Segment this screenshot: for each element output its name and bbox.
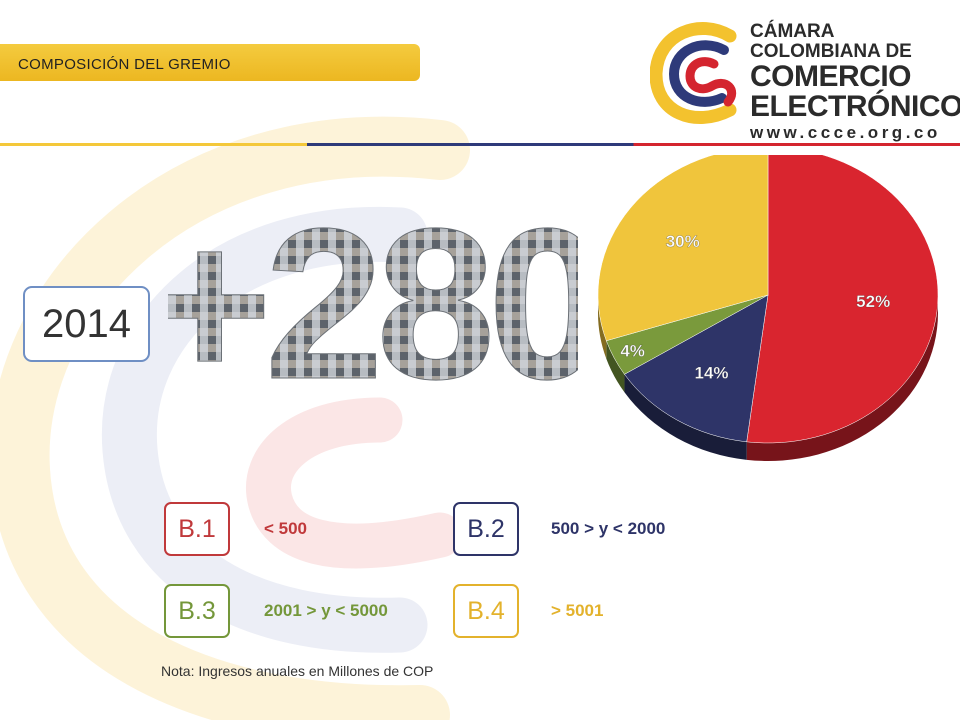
pie-side-b1 [746,295,938,461]
year-label: 2014 [42,301,131,346]
pie-side-b3 [606,340,625,393]
legend-range-b2: 500 > y < 2000 [551,519,666,538]
section-header: COMPOSICIÓN DEL GREMIO [0,44,420,81]
logo-line-3: COMERCIO [750,60,911,93]
logo-wordmark: CÁMARA COLOMBIANA DE COMERCIO ELECTRÓNIC… [750,22,960,141]
pie-slice-b1 [746,155,939,444]
legend-range-b1: < 500 [264,519,308,538]
logo-line-4: ELECTRÓNICO [750,90,960,123]
pie-side-b2 [624,374,747,460]
logo-line-2: COLOMBIANA DE [750,41,912,62]
legend-badge-b2-label: B.2 [467,514,505,543]
logo-line-1: CÁMARA [750,21,835,42]
logo-url: www.ccce.org.co [750,123,941,142]
footnote: Nota: Ingresos anuales en Millones de CO… [161,663,434,679]
pie-label-b1: 52% [856,292,890,311]
pie-chart: 52% 14% 4% 30% [597,155,939,461]
legend-badge-b3-label: B.3 [178,596,216,625]
tricolor-divider [0,143,960,146]
legend-range-b4: > 5001 [551,601,604,620]
legend-badge-b4-label: B.4 [467,596,505,625]
ccce-logo: CÁMARA COLOMBIANA DE COMERCIO ELECTRÓNIC… [650,18,960,141]
pie-side-b4 [598,295,607,359]
legend-badge-b3: B.3 [164,584,230,638]
pie-label-b4: 30% [666,232,700,251]
members-count-graphic: +280 [168,200,578,400]
pie-label-b2: 14% [695,363,729,382]
legend-badge-b4: B.4 [453,584,519,638]
pie-slice-b2 [624,294,769,443]
legend-badge-b1: B.1 [164,502,230,556]
legend-range-b3: 2001 > y < 5000 [264,601,388,620]
pie-label-b3: 4% [620,341,645,360]
logo-mark-icon [650,21,737,124]
pie-slice-b4 [597,155,769,342]
members-count: +280 [168,200,578,400]
legend-badge-b2: B.2 [453,502,519,556]
legend-badge-b1-label: B.1 [178,514,216,543]
section-title: COMPOSICIÓN DEL GREMIO [18,56,231,73]
year-box: 2014 [23,286,150,362]
